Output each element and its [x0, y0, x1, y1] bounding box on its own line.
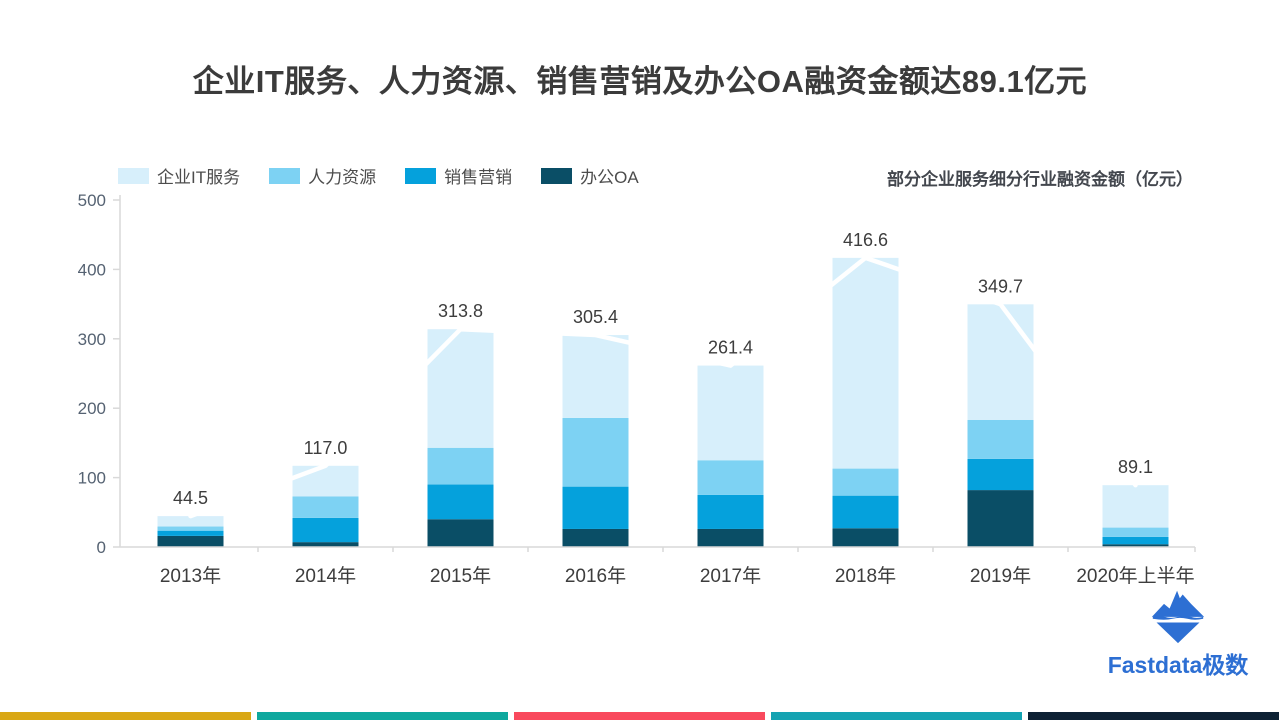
bar-segment [1102, 485, 1169, 528]
y-axis-label: 100 [78, 469, 106, 488]
chart-legend: 企业IT服务 人力资源 销售营销 办公OA [118, 163, 639, 188]
chart-subtitle: 部分企业服务细分行业融资金额（亿元） [887, 170, 1193, 189]
brand-name: Fastdata极数 [1107, 652, 1249, 678]
legend-label: 办公OA [580, 168, 639, 187]
legend-item: 企业IT服务 [118, 163, 240, 188]
x-axis-label: 2015年 [430, 565, 491, 587]
legend-swatch [405, 167, 437, 184]
iceberg-icon [1151, 590, 1205, 644]
x-axis-label: 2016年 [565, 565, 626, 587]
bar-segment [427, 484, 494, 520]
bar-segment [157, 516, 224, 527]
bar-segment [427, 519, 494, 547]
bar-segment [292, 465, 359, 497]
footer-stripe [0, 712, 251, 720]
footer-stripe [771, 712, 1022, 720]
legend-item: 办公OA [541, 163, 639, 188]
x-axis-label: 2017年 [700, 565, 761, 587]
bar-segment [967, 419, 1034, 459]
footer-stripe [1028, 712, 1279, 720]
legend-item: 销售营销 [405, 163, 512, 188]
bar-segment [562, 417, 629, 487]
page-title: 企业IT服务、人力资源、销售营销及办公OA融资金额达89.1亿元 [192, 64, 1088, 99]
legend-label: 人力资源 [308, 168, 377, 187]
bar-segment [967, 458, 1034, 491]
bar-segment [292, 542, 359, 547]
brand-logo: Fastdata极数 [1098, 588, 1258, 680]
bar-segment [832, 495, 899, 529]
y-axis-label: 0 [97, 538, 106, 557]
legend-swatch [541, 167, 573, 184]
bar-segment [562, 335, 629, 418]
bar-segment [1102, 544, 1169, 547]
y-axis-label: 400 [78, 260, 106, 279]
bar-segment [832, 528, 899, 547]
white-trend-line [188, 255, 1138, 519]
bar-segment [697, 365, 764, 461]
bar-segment [292, 496, 359, 518]
bar-segment [832, 257, 899, 469]
bar-segment [427, 447, 494, 485]
bar-total-label: 261.4 [708, 338, 753, 358]
bar-total-label: 117.0 [304, 438, 348, 458]
y-axis-label: 300 [78, 330, 106, 349]
legend-item: 人力资源 [269, 163, 376, 188]
bar-segment [157, 526, 224, 531]
bar-total-label: 305.4 [573, 307, 618, 327]
bar-segment [292, 517, 359, 543]
y-axis-label: 200 [78, 399, 106, 418]
bar-segment [427, 329, 494, 448]
bar-segment [562, 528, 629, 547]
footer-color-stripes [0, 712, 1280, 720]
bar-segment [697, 460, 764, 495]
bar-segment [832, 468, 899, 496]
legend-swatch [118, 167, 149, 184]
x-axis-label: 2020年上半年 [1076, 565, 1194, 587]
y-axis-label: 500 [78, 191, 106, 210]
legend-swatch [269, 167, 301, 184]
bar-segment [1102, 536, 1169, 545]
x-axis-label: 2019年 [970, 565, 1031, 587]
bar-segment [967, 304, 1034, 420]
footer-stripe [514, 712, 765, 720]
x-axis-label: 2018年 [835, 565, 896, 587]
bar-total-label: 349.7 [978, 276, 1023, 296]
bar-segment [157, 535, 224, 547]
x-axis-label: 2013年 [160, 565, 221, 587]
footer-stripe [257, 712, 508, 720]
bar-segment [1102, 527, 1169, 537]
bar-total-label: 416.6 [843, 230, 888, 250]
bar-segment [157, 530, 224, 536]
x-axis-label: 2014年 [295, 565, 356, 587]
legend-label: 企业IT服务 [157, 168, 241, 187]
bar-total-label: 89.1 [1118, 457, 1153, 477]
bar-total-label: 313.8 [438, 301, 483, 321]
legend-label: 销售营销 [444, 168, 513, 187]
bar-segment [697, 528, 764, 547]
bar-segment [967, 490, 1034, 547]
bar-total-label: 44.5 [173, 488, 208, 508]
bar-segment [562, 486, 629, 529]
bar-segment [697, 494, 764, 529]
